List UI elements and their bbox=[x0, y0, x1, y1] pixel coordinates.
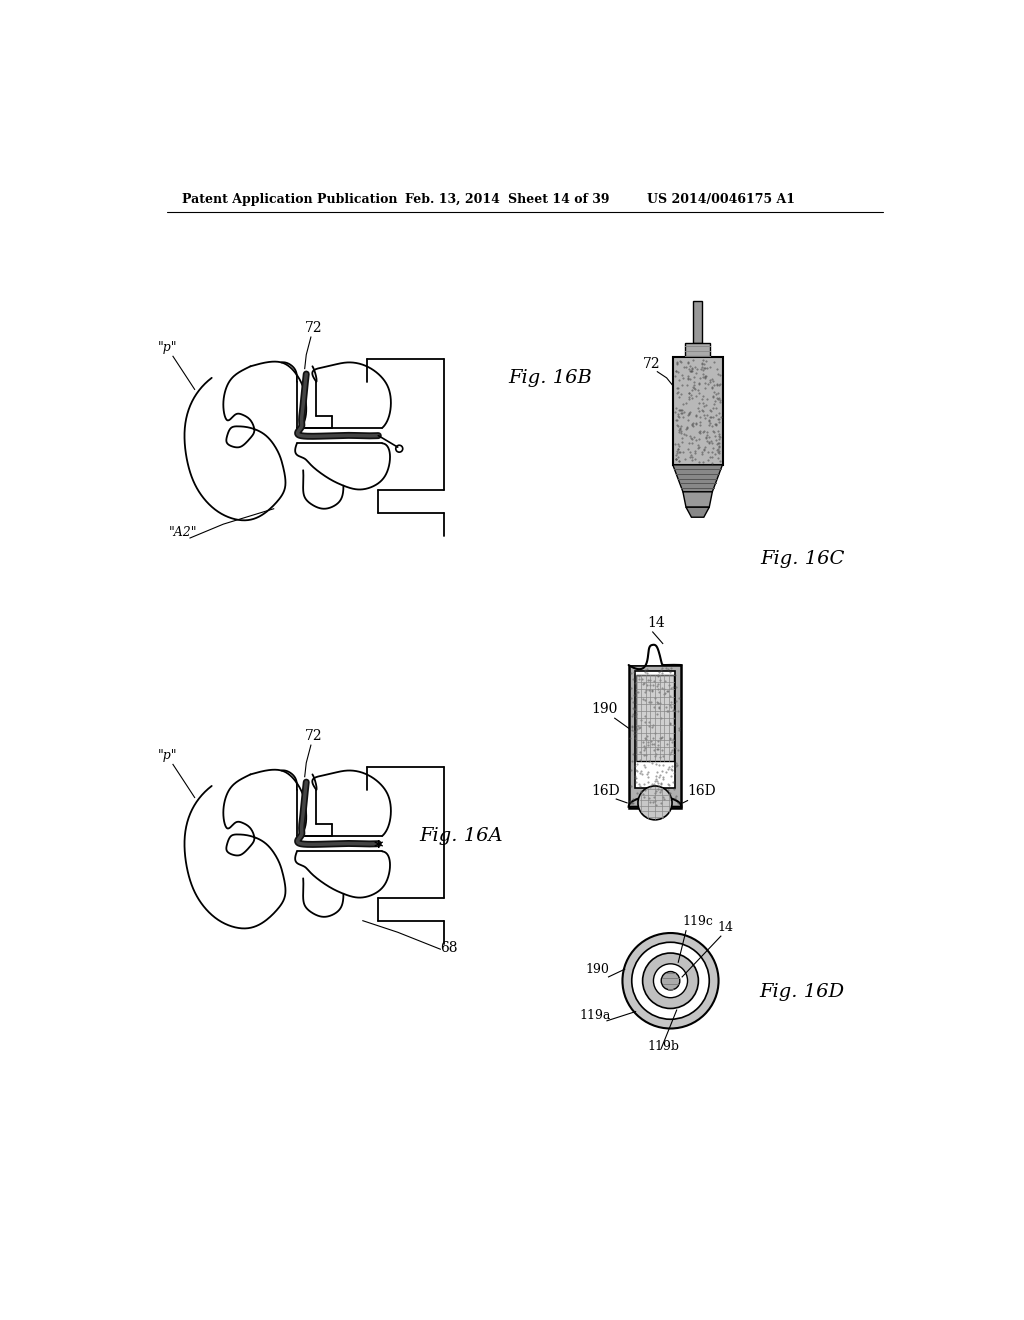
Text: Fig. 16A: Fig. 16A bbox=[420, 828, 503, 845]
Bar bbox=[685, 343, 710, 358]
Text: 72: 72 bbox=[305, 729, 323, 743]
Text: Sheet 14 of 39: Sheet 14 of 39 bbox=[508, 193, 609, 206]
Polygon shape bbox=[686, 507, 710, 517]
Polygon shape bbox=[629, 644, 681, 665]
Text: 14: 14 bbox=[717, 921, 733, 933]
Circle shape bbox=[643, 953, 698, 1008]
Circle shape bbox=[638, 785, 672, 820]
Polygon shape bbox=[629, 796, 681, 807]
Circle shape bbox=[632, 942, 710, 1019]
Circle shape bbox=[623, 933, 719, 1028]
Text: 16D: 16D bbox=[592, 784, 621, 799]
Bar bbox=[636, 675, 674, 762]
Bar bbox=[635, 671, 675, 788]
Text: 190: 190 bbox=[592, 702, 617, 715]
Text: "p": "p" bbox=[158, 341, 177, 354]
Polygon shape bbox=[673, 465, 722, 492]
Text: 119a: 119a bbox=[579, 1010, 610, 1022]
Text: Feb. 13, 2014: Feb. 13, 2014 bbox=[404, 193, 500, 206]
Text: Fig. 16B: Fig. 16B bbox=[509, 368, 592, 387]
Text: 16D: 16D bbox=[687, 784, 716, 799]
Text: 68: 68 bbox=[440, 940, 458, 954]
Bar bbox=[693, 301, 702, 343]
Text: Fig. 16C: Fig. 16C bbox=[760, 550, 845, 568]
Text: *: * bbox=[374, 838, 383, 857]
Text: 14: 14 bbox=[647, 615, 665, 630]
Bar bbox=[673, 358, 723, 465]
Text: 190: 190 bbox=[586, 964, 609, 975]
Text: 72: 72 bbox=[643, 356, 662, 371]
Circle shape bbox=[653, 964, 687, 998]
Text: 119c: 119c bbox=[682, 915, 713, 928]
Text: 72: 72 bbox=[305, 321, 323, 335]
Text: "p": "p" bbox=[158, 748, 177, 762]
Text: US 2014/0046175 A1: US 2014/0046175 A1 bbox=[647, 193, 796, 206]
Text: 119b: 119b bbox=[647, 1040, 679, 1053]
Circle shape bbox=[662, 972, 680, 990]
Text: "A2": "A2" bbox=[169, 525, 198, 539]
Bar bbox=[629, 665, 681, 808]
Polygon shape bbox=[683, 492, 713, 507]
Text: Fig. 16D: Fig. 16D bbox=[760, 983, 845, 1002]
Text: Patent Application Publication: Patent Application Publication bbox=[182, 193, 397, 206]
